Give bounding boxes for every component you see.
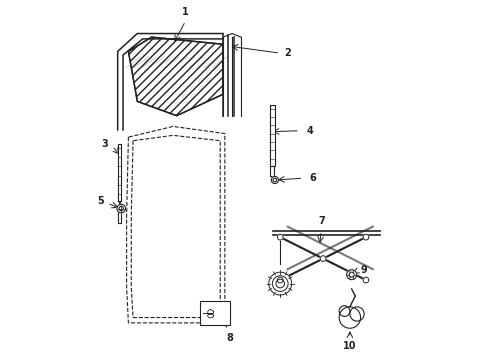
Text: 6: 6 xyxy=(309,173,316,183)
Polygon shape xyxy=(118,208,121,223)
Text: 5: 5 xyxy=(97,197,104,206)
Circle shape xyxy=(339,307,360,328)
Text: 7: 7 xyxy=(317,216,324,226)
Text: 10: 10 xyxy=(343,342,356,351)
Text: 4: 4 xyxy=(306,126,313,136)
Circle shape xyxy=(339,306,349,316)
Bar xyxy=(200,301,230,325)
Circle shape xyxy=(117,204,125,213)
Polygon shape xyxy=(269,105,274,166)
Polygon shape xyxy=(118,144,121,202)
Text: 8: 8 xyxy=(226,333,233,342)
Text: 9: 9 xyxy=(360,265,366,275)
Circle shape xyxy=(275,279,284,288)
Text: 3: 3 xyxy=(102,139,108,149)
Circle shape xyxy=(320,256,325,261)
Polygon shape xyxy=(270,166,273,176)
Circle shape xyxy=(271,176,278,184)
Text: 1: 1 xyxy=(182,8,188,18)
Circle shape xyxy=(363,234,368,240)
Circle shape xyxy=(349,307,364,321)
Polygon shape xyxy=(128,37,223,116)
Circle shape xyxy=(277,234,283,240)
Circle shape xyxy=(277,277,283,283)
Circle shape xyxy=(363,277,368,283)
Circle shape xyxy=(346,270,356,280)
Circle shape xyxy=(268,272,291,295)
Circle shape xyxy=(272,276,287,292)
Text: 2: 2 xyxy=(284,48,290,58)
